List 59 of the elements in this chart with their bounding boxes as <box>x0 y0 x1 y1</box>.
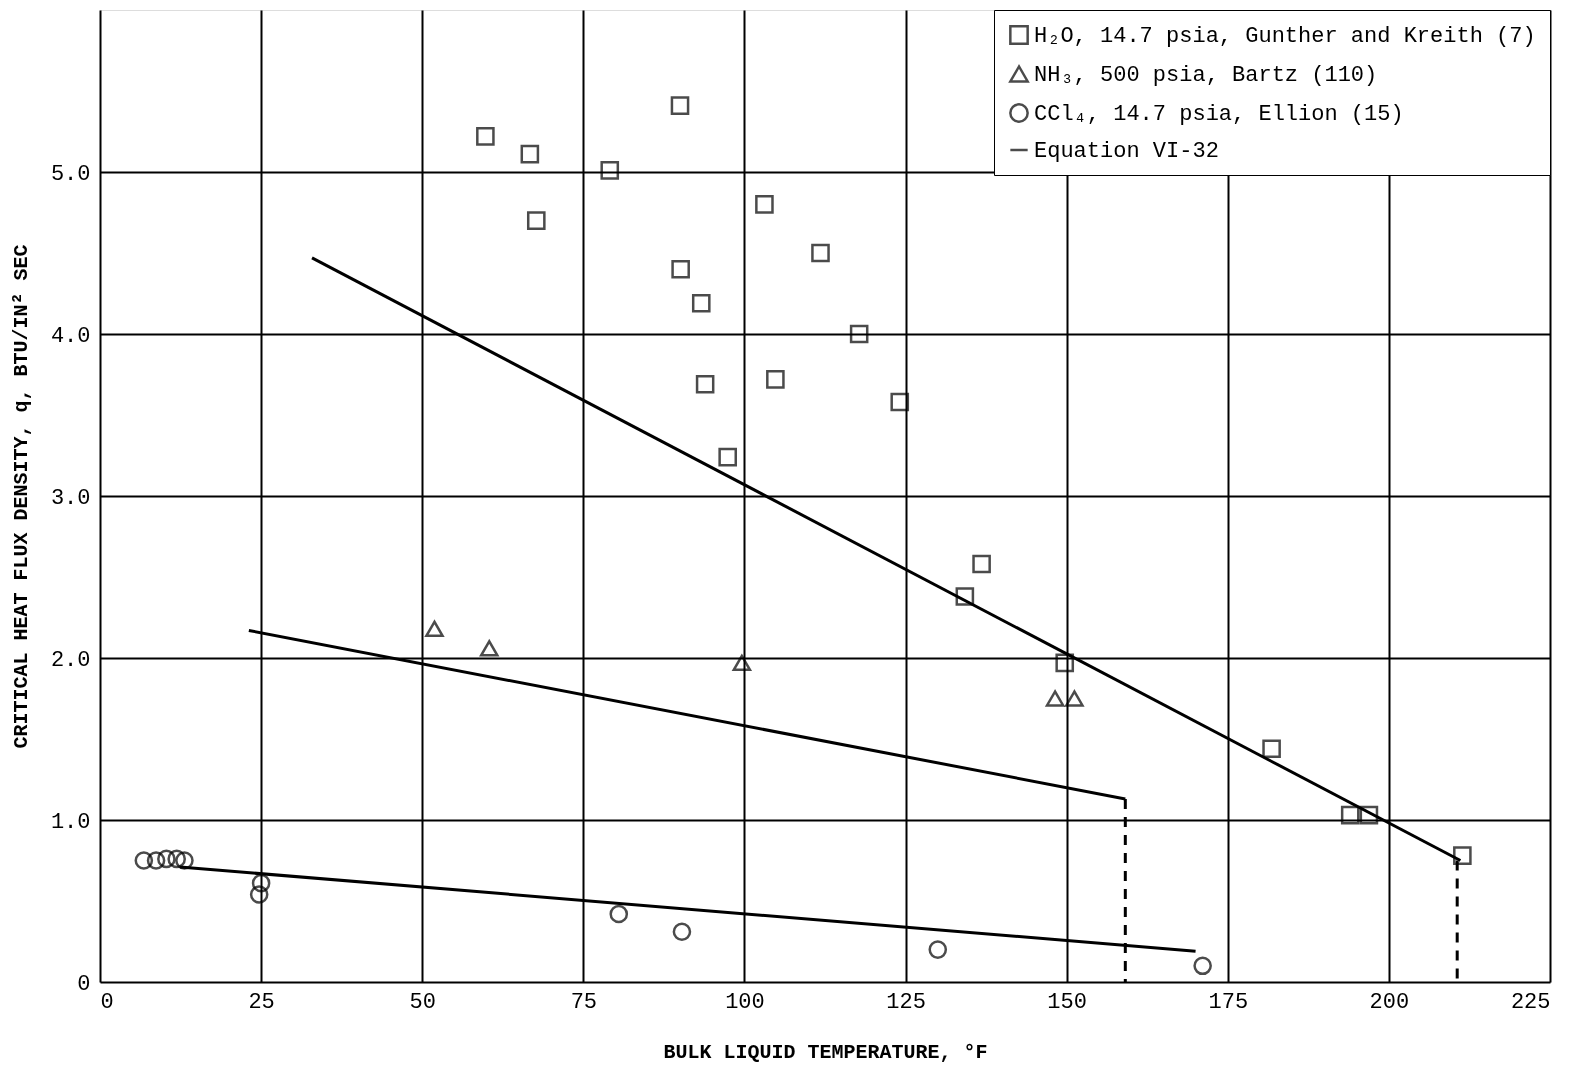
point <box>1193 956 1212 976</box>
legend-label: CCl₄, 14.7 psia, Ellion (15) <box>1034 102 1404 127</box>
point <box>766 370 785 389</box>
point <box>146 851 166 870</box>
y-tick-label: 5.0 <box>50 161 91 187</box>
y-axis-title: CRITICAL HEAT FLUX DENSITY, q, BTU/IN² SEC <box>9 244 33 749</box>
legend-label: Equation VI-32 <box>1034 139 1219 164</box>
point <box>890 392 910 412</box>
x-tick-label: 0 <box>100 989 114 1015</box>
y-tick-label: 0 <box>77 971 91 997</box>
point <box>167 849 186 869</box>
x-tick-label: 25 <box>248 989 275 1015</box>
x-tick-label: 200 <box>1369 989 1410 1015</box>
x-tick-label: 50 <box>409 989 436 1015</box>
x-axis-title: BULK LIQUID TEMPERATURE, °F <box>663 1040 988 1064</box>
point <box>955 587 975 606</box>
y-tick-label: 2.0 <box>50 647 91 673</box>
legend-label: NH₃, 500 psia, Bartz (110) <box>1034 63 1378 88</box>
point <box>1340 805 1360 825</box>
point <box>1359 805 1379 825</box>
point <box>1453 846 1472 865</box>
point <box>811 243 830 263</box>
point <box>1055 653 1075 673</box>
point <box>175 851 194 870</box>
point <box>526 211 546 230</box>
x-tick-label: 225 <box>1510 989 1551 1015</box>
legend-label: H₂O, 14.7 psia, Gunther and Kreith (7) <box>1034 24 1536 49</box>
point <box>691 293 711 313</box>
x-tick-label: 100 <box>725 989 765 1015</box>
point <box>849 324 869 344</box>
point <box>157 849 176 869</box>
point <box>1262 739 1281 759</box>
x-tick-label: 125 <box>886 989 926 1015</box>
point <box>425 620 444 638</box>
point <box>251 873 271 893</box>
point <box>1065 690 1084 707</box>
x-tick-label: 75 <box>570 989 598 1015</box>
point <box>671 259 690 279</box>
point <box>928 940 948 959</box>
x-tick-label: 150 <box>1047 989 1087 1015</box>
point <box>732 654 752 672</box>
y-tick-label: 3.0 <box>50 485 91 511</box>
point <box>972 554 991 574</box>
point <box>476 127 495 146</box>
x-tick-label: 175 <box>1208 989 1249 1015</box>
point <box>718 447 737 467</box>
point <box>600 161 620 180</box>
point <box>479 640 499 657</box>
y-tick-label: 1.0 <box>50 809 91 835</box>
point <box>609 904 629 924</box>
point <box>695 374 715 394</box>
point <box>1045 690 1065 707</box>
point <box>755 195 774 214</box>
point <box>520 144 540 164</box>
point <box>249 885 269 904</box>
y-tick-label: 4.0 <box>50 323 91 349</box>
point <box>672 922 692 942</box>
point <box>134 851 154 870</box>
point <box>670 96 690 115</box>
